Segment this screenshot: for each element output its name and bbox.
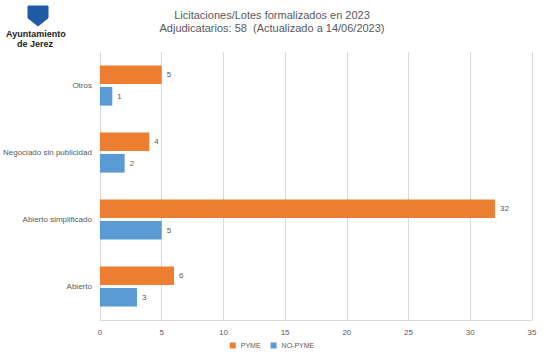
svg-text:Negociado sin publicidad: Negociado sin publicidad xyxy=(3,148,92,157)
svg-text:2: 2 xyxy=(130,159,135,168)
svg-text:NO-PYME: NO-PYME xyxy=(282,342,315,349)
svg-text:Abierto: Abierto xyxy=(67,282,93,291)
svg-text:Otros: Otros xyxy=(72,81,92,90)
svg-text:20: 20 xyxy=(342,328,351,337)
svg-text:3: 3 xyxy=(142,293,147,302)
svg-text:Licitaciones/Lotes formalizado: Licitaciones/Lotes formalizados en 2023 xyxy=(174,9,370,21)
svg-text:Ayuntamiento: Ayuntamiento xyxy=(6,29,66,39)
svg-text:10: 10 xyxy=(219,328,228,337)
svg-text:4: 4 xyxy=(154,137,159,146)
svg-text:25: 25 xyxy=(404,328,413,337)
svg-text:5: 5 xyxy=(167,70,172,79)
svg-text:Abierto simplificado: Abierto simplificado xyxy=(23,215,93,224)
svg-text:1: 1 xyxy=(117,92,122,101)
svg-text:32: 32 xyxy=(500,204,509,213)
svg-text:Adjudicatarios: 58 (Actualiza: Adjudicatarios: 58 (Actualizado a 14/06/… xyxy=(159,22,384,34)
svg-text:PYME: PYME xyxy=(241,342,261,349)
svg-text:0: 0 xyxy=(98,328,103,337)
svg-text:5: 5 xyxy=(159,328,164,337)
svg-text:6: 6 xyxy=(179,271,184,280)
svg-text:35: 35 xyxy=(528,328,537,337)
svg-text:30: 30 xyxy=(466,328,475,337)
svg-text:5: 5 xyxy=(167,226,172,235)
svg-text:15: 15 xyxy=(281,328,290,337)
svg-text:de Jerez: de Jerez xyxy=(17,39,54,49)
